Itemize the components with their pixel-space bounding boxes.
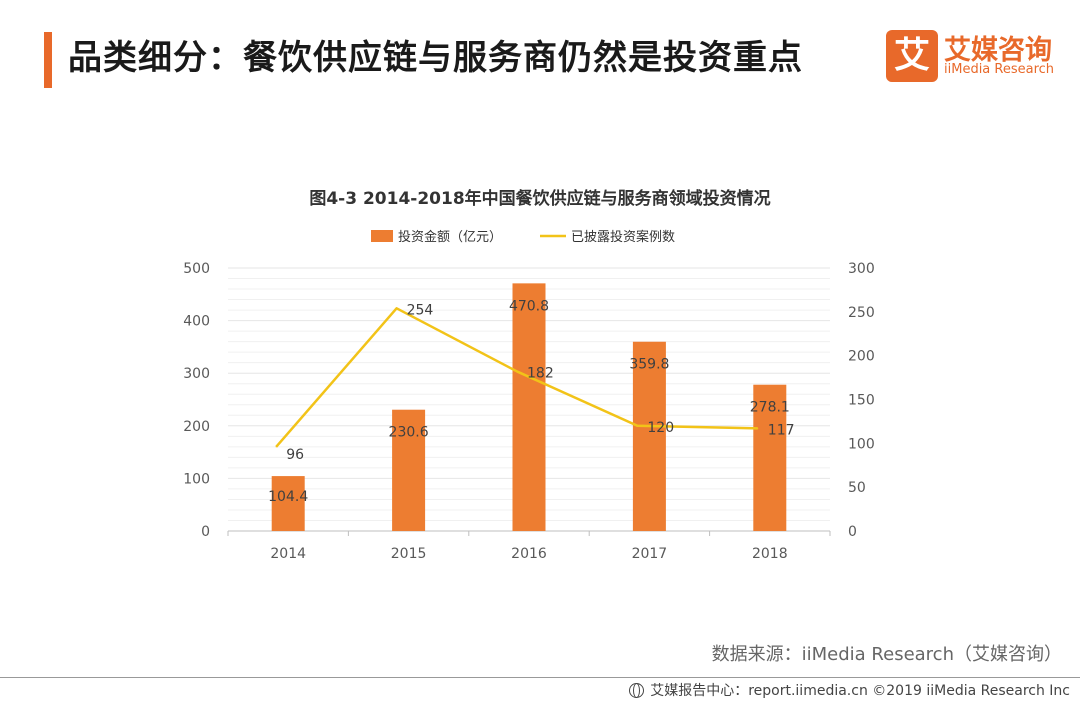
bar-2014 [271,476,305,531]
logo-name-cn: 艾媒咨询 [944,35,1052,66]
y-right-tick-label: 250 [848,305,875,321]
chart-title: 图4-3 2014-2018年中国餐饮供应链与服务商领域投资情况 [309,188,770,209]
line-point-2018 [757,427,759,429]
bar-data-label: 470.8 [509,298,549,314]
legend-bar-swatch [371,230,393,242]
y-left-tick-label: 0 [201,524,210,540]
bar-2015 [392,409,426,531]
y-right-tick-label: 200 [848,349,875,365]
y-right-tick-label: 300 [848,261,875,277]
y-left-tick-label: 200 [183,419,210,435]
bar-2017 [632,341,666,531]
footer-divider [0,677,1080,678]
y-right-tick-label: 100 [848,436,875,452]
data-source: 数据来源：iiMedia Research（艾媒咨询） [711,644,1062,665]
y-right-tick-label: 150 [848,393,875,409]
y-left-tick-label: 100 [183,471,210,487]
brand-logo: 艾 艾媒咨询 iiMedia Research [886,28,1058,84]
x-tick-label: 2017 [632,546,668,562]
bar-data-label: 104.4 [268,489,308,505]
x-tick-label: 2015 [391,546,427,562]
x-tick-label: 2016 [511,546,547,562]
logo-name-en: iiMedia Research [944,62,1055,77]
logo-mark: 艾 [886,30,938,82]
line-data-label: 120 [647,420,674,436]
globe-icon [629,682,645,698]
line-data-label: 254 [407,302,434,318]
bar-2016 [512,283,546,531]
line-data-label: 182 [527,365,554,381]
bar-data-label: 230.6 [389,425,429,441]
line-point-2017 [636,425,638,427]
x-tick-label: 2018 [752,546,788,562]
bar-data-label: 359.8 [629,357,669,373]
footer-text: 艾媒报告中心：report.iimedia.cn ©2019 iiMedia R… [650,683,1070,699]
title-accent-bar [44,32,52,88]
y-right-tick-label: 50 [848,480,866,496]
legend-bar-label: 投资金额（亿元） [398,229,502,245]
bar-data-label: 278.1 [750,400,790,416]
line-point-2014 [275,446,277,448]
y-right-tick-label: 0 [848,524,857,540]
y-left-tick-label: 400 [183,314,210,330]
x-tick-label: 2014 [270,546,306,562]
line-data-label: 96 [286,447,304,463]
line-data-label: 117 [768,422,795,438]
line-point-2016 [516,370,518,372]
legend-line-label: 已披露投资案例数 [571,229,675,245]
investment-chart: 图4-3 2014-2018年中国餐饮供应链与服务商领域投资情况投资金额（亿元）… [183,188,875,562]
page-title: 品类细分：餐饮供应链与服务商仍然是投资重点 [68,38,803,78]
y-left-tick-label: 500 [183,261,210,277]
y-left-tick-label: 300 [183,366,210,382]
bar-2018 [753,384,787,531]
line-point-2015 [396,307,398,309]
footer: 艾媒报告中心：report.iimedia.cn ©2019 iiMedia R… [629,680,1070,700]
